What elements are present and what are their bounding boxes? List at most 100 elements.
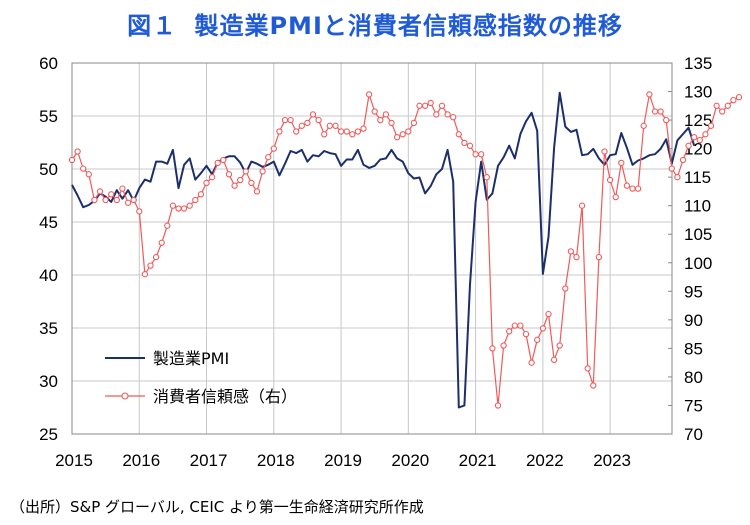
confidence-point <box>511 322 518 329</box>
confidence-point <box>332 122 339 129</box>
right-tick-label: 95 <box>684 282 703 301</box>
left-tick-label: 45 <box>39 213 58 232</box>
confidence-point <box>405 128 412 135</box>
confidence-point <box>528 359 535 366</box>
confidence-point <box>590 382 597 389</box>
confidence-point <box>248 179 255 187</box>
confidence-point <box>500 342 507 349</box>
left-tick-label: 50 <box>39 160 58 179</box>
confidence-point <box>623 182 631 189</box>
confidence-point <box>287 116 294 124</box>
right-tick-label: 70 <box>684 425 703 444</box>
confidence-point <box>130 196 137 204</box>
right-tick-label: 80 <box>684 368 703 387</box>
confidence-point <box>158 239 165 246</box>
figure-title: 製造業PMIと消費者信頼感指数の推移 <box>194 12 623 40</box>
confidence-point <box>259 168 266 175</box>
confidence-point <box>141 271 149 278</box>
right-tick-label: 100 <box>684 254 712 273</box>
x-tick-label: 2017 <box>190 451 228 470</box>
confidence-point <box>164 222 171 229</box>
x-tick-label: 2015 <box>55 451 93 470</box>
right-tick-label: 135 <box>684 54 712 73</box>
confidence-point <box>612 193 619 201</box>
confidence-point <box>466 142 474 149</box>
confidence-point <box>365 91 373 98</box>
confidence-point <box>534 336 541 343</box>
confidence-point <box>186 202 193 209</box>
confidence-point <box>197 191 205 198</box>
confidence-point <box>108 191 115 198</box>
confidence-point <box>651 108 659 115</box>
confidence-point <box>691 134 698 141</box>
legend-confidence-label: 消費者信頼感（右） <box>153 387 297 406</box>
confidence-point <box>253 188 261 195</box>
confidence-point <box>293 128 300 135</box>
confidence-point <box>309 111 317 118</box>
confidence-point <box>567 248 575 255</box>
confidence-point <box>225 171 233 178</box>
confidence-point <box>522 330 530 338</box>
confidence-point <box>354 128 362 135</box>
confidence-point <box>214 159 221 167</box>
confidence-point <box>337 128 345 135</box>
confidence-point <box>237 176 244 184</box>
confidence-point <box>478 151 485 158</box>
confidence-point <box>562 285 569 292</box>
confidence-point <box>175 205 182 212</box>
confidence-point <box>74 148 81 155</box>
confidence-point <box>393 134 401 141</box>
confidence-point <box>85 171 92 178</box>
confidence-point <box>321 131 328 138</box>
confidence-point <box>377 116 384 124</box>
x-tick-label: 2016 <box>122 451 160 470</box>
right-tick-label: 105 <box>684 225 712 244</box>
x-tick-label: 2019 <box>324 451 362 470</box>
x-tick-label: 2020 <box>391 451 429 470</box>
confidence-point <box>152 253 160 261</box>
right-tick-label: 110 <box>684 197 711 216</box>
confidence-point <box>450 114 457 121</box>
confidence-point <box>169 202 177 209</box>
confidence-point <box>265 154 272 161</box>
confidence-point <box>427 99 434 107</box>
confidence-point <box>416 102 423 109</box>
confidence-point <box>494 402 502 409</box>
confidence-point <box>595 253 603 261</box>
confidence-point <box>276 128 283 135</box>
left-tick-label: 55 <box>39 107 58 126</box>
confidence-point <box>304 119 311 127</box>
confidence-point <box>298 122 305 129</box>
pmi-series-line <box>71 91 696 409</box>
legend: 製造業PMI 消費者信頼感（右） <box>105 349 297 406</box>
confidence-point <box>388 119 395 127</box>
legend-confidence-marker <box>121 392 129 400</box>
confidence-point <box>461 139 468 147</box>
confidence-point <box>696 136 703 144</box>
confidence-point <box>506 328 513 335</box>
confidence-point <box>192 196 199 204</box>
confidence-point <box>360 125 367 132</box>
right-tick-label: 90 <box>684 311 703 330</box>
confidence-point <box>550 356 558 363</box>
confidence-point <box>713 102 720 109</box>
confidence-point <box>489 345 496 352</box>
confidence-point <box>634 185 642 192</box>
x-tick-label: 2018 <box>257 451 295 470</box>
confidence-point <box>702 131 709 138</box>
left-tick-label: 30 <box>39 372 58 391</box>
confidence-point <box>735 94 743 101</box>
series <box>68 91 743 409</box>
right-tick-label: 85 <box>684 339 703 358</box>
confidence-point <box>343 128 350 135</box>
plot-area <box>71 62 673 435</box>
right-tick-label: 130 <box>684 83 712 102</box>
confidence-point <box>674 174 681 181</box>
confidence-point <box>326 122 333 129</box>
confidence-point <box>203 179 210 187</box>
confidence-point <box>421 102 429 109</box>
confidence-point <box>707 122 715 129</box>
confidence-point <box>517 322 524 329</box>
confidence-point <box>573 253 580 261</box>
confidence-point <box>539 325 547 332</box>
